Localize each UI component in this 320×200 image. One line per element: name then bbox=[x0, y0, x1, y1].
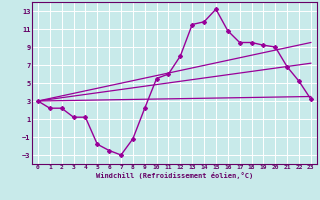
X-axis label: Windchill (Refroidissement éolien,°C): Windchill (Refroidissement éolien,°C) bbox=[96, 172, 253, 179]
